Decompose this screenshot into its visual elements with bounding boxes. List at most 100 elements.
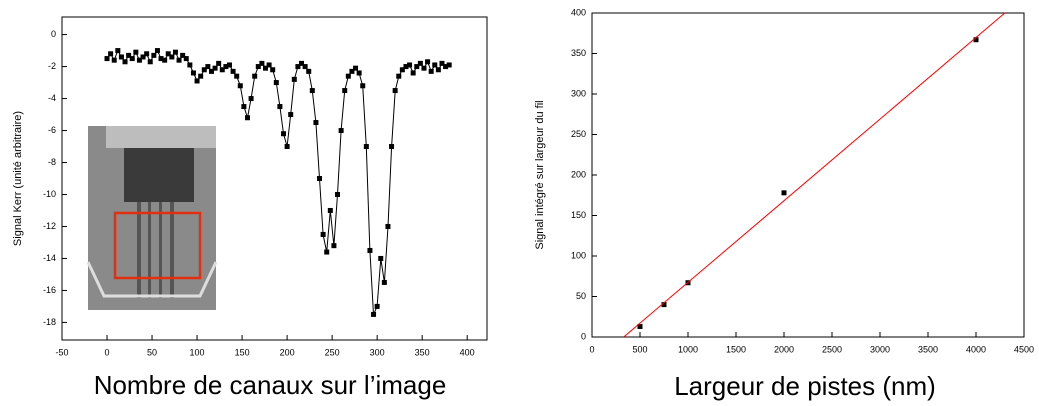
y-tick-label: -14 [43, 253, 56, 263]
data-point [111, 57, 117, 63]
x-tick-label: 400 [460, 347, 475, 357]
x-tick-label: 300 [370, 347, 385, 357]
data-point [144, 51, 150, 57]
data-point [176, 57, 182, 63]
data-point [270, 67, 276, 73]
data-point [320, 231, 326, 237]
data-point [266, 62, 272, 68]
data-point [327, 207, 333, 213]
data-point [165, 51, 171, 57]
x-tick-label: 350 [415, 347, 430, 357]
data-point [212, 65, 218, 71]
data-point [288, 112, 294, 118]
data-point [973, 37, 979, 43]
data-point [273, 80, 279, 86]
data-point [252, 73, 258, 79]
y-tick-label: 0 [581, 331, 586, 341]
data-point [284, 144, 290, 150]
data-point [439, 60, 445, 66]
data-point [661, 302, 667, 308]
data-point [299, 60, 305, 66]
data-point [295, 64, 301, 70]
data-point [403, 64, 409, 70]
y-tick-label: -4 [48, 93, 56, 103]
data-point [428, 68, 434, 74]
data-point [421, 65, 427, 71]
y-axis-label: Signal intégré sur largeur du fil [534, 100, 546, 249]
x-tick-label: 1500 [726, 344, 746, 354]
y-tick-label: -8 [48, 157, 56, 167]
x-tick-label: 200 [280, 347, 295, 357]
data-point [313, 120, 319, 126]
y-tick-label: 350 [571, 48, 586, 58]
data-point [172, 49, 178, 55]
x-tick-label: 250 [325, 347, 340, 357]
data-point [396, 73, 402, 79]
data-point [108, 51, 114, 57]
data-point [637, 323, 643, 329]
data-point [223, 64, 229, 70]
data-point [169, 54, 175, 60]
data-point [255, 64, 261, 70]
data-point [180, 52, 186, 58]
y-tick-label: -12 [43, 221, 56, 231]
data-point [151, 52, 157, 58]
data-point [335, 191, 341, 197]
data-point [291, 76, 297, 82]
data-point [425, 59, 431, 65]
x-tick-label: -50 [55, 347, 68, 357]
y-tick-label: 400 [571, 7, 586, 17]
data-point [281, 131, 287, 137]
data-point [129, 56, 135, 62]
data-point [367, 247, 373, 253]
data-point [781, 190, 787, 196]
x-tick-label: 1000 [678, 344, 698, 354]
data-point [363, 144, 369, 150]
data-point [302, 64, 308, 70]
x-tick-label: 0 [105, 347, 110, 357]
y-tick-label: -18 [43, 317, 56, 327]
data-point [115, 48, 121, 54]
data-point [259, 60, 265, 66]
data-point [183, 56, 189, 62]
data-point [226, 62, 232, 68]
x-tick-label: 4500 [1014, 344, 1034, 354]
data-point [241, 104, 247, 110]
y-tick-label: 300 [571, 88, 586, 98]
data-point [353, 65, 359, 71]
data-point [198, 73, 204, 79]
data-point [194, 78, 200, 84]
data-point [389, 144, 395, 150]
y-axis-label: Signal Kerr (unité arbitraire) [12, 111, 24, 246]
data-point [410, 70, 416, 76]
x-tick-label: 500 [632, 344, 647, 354]
x-tick-label: 0 [589, 344, 594, 354]
data-point [407, 62, 413, 68]
data-point [385, 223, 391, 229]
data-point [126, 52, 132, 58]
data-point [360, 83, 366, 89]
data-point [201, 67, 207, 73]
data-point [122, 59, 128, 65]
plot-frame [61, 16, 488, 341]
data-point [234, 73, 240, 79]
y-tick-label: -16 [43, 285, 56, 295]
x-axis-label: Nombre de canaux sur l’image [94, 370, 447, 400]
data-point [356, 70, 362, 76]
data-point [230, 68, 236, 74]
data-point [154, 48, 160, 54]
y-tick-label: 250 [571, 129, 586, 139]
data-point [446, 62, 452, 68]
inset-photo [86, 126, 218, 310]
data-point [338, 128, 344, 134]
data-point [378, 255, 384, 261]
data-point [324, 249, 330, 255]
data-point [244, 115, 250, 121]
y-tick-label: 200 [571, 169, 586, 179]
x-tick-label: 3000 [870, 344, 890, 354]
data-point [208, 68, 214, 74]
y-tick-label: -2 [48, 61, 56, 71]
x-tick-label: 100 [190, 347, 205, 357]
y-tick-label: -6 [48, 125, 56, 135]
